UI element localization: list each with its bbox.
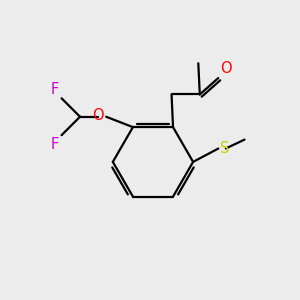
Text: O: O [220, 61, 232, 76]
Text: F: F [51, 82, 59, 97]
Text: S: S [220, 141, 229, 156]
Text: O: O [92, 108, 104, 123]
Text: F: F [51, 137, 59, 152]
